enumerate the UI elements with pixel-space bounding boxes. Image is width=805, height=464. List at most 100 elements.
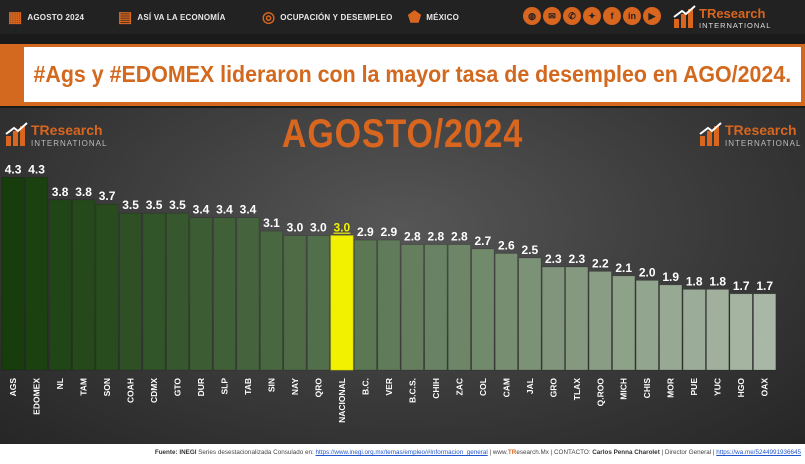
category-label: CDMX xyxy=(149,378,159,403)
footer-credits: Fuente: INEGI Series desestacionalizada … xyxy=(155,449,801,456)
bar-dur xyxy=(189,217,213,371)
bar-oax xyxy=(753,293,777,371)
logo-bar xyxy=(6,136,11,146)
calendar-icon: ▦ xyxy=(8,9,23,26)
facebook-icon[interactable]: f xyxy=(603,7,621,25)
category-label: SLP xyxy=(220,378,230,395)
logo-bar xyxy=(20,126,25,146)
bar-b-c xyxy=(353,239,377,371)
document-icon: ▤ xyxy=(118,9,133,26)
nav-item-agosto-2024[interactable]: ▦ AGOSTO 2024 xyxy=(8,0,84,34)
nav-item-ocupacion[interactable]: ◎ OCUPACIÓN Y DESEMPLEO xyxy=(262,0,393,34)
value-label: 3.4 xyxy=(216,203,233,217)
bar-chis xyxy=(635,280,659,371)
logo-name: TResearch xyxy=(31,122,103,138)
category-label: HGO xyxy=(736,378,746,398)
bar-cam xyxy=(494,253,518,371)
category-label: COAH xyxy=(126,378,136,403)
logo-bar xyxy=(674,19,679,28)
value-label: 3.5 xyxy=(146,198,163,212)
value-label: 3.0 xyxy=(334,221,351,235)
linkedin-icon[interactable]: in xyxy=(623,7,641,25)
category-label: MOR xyxy=(666,378,676,398)
value-label: 3.0 xyxy=(287,221,304,235)
mail-icon[interactable]: ✉ xyxy=(543,7,561,25)
chat-icon[interactable]: ✆ xyxy=(563,7,581,25)
bar-b-c-s xyxy=(400,244,424,371)
tresearch-logo-right: TResearch INTERNATIONAL xyxy=(699,122,801,148)
logo-name: TResearch xyxy=(725,122,797,138)
category-label: QRO xyxy=(313,378,323,398)
value-label: 2.8 xyxy=(428,230,445,244)
value-label: 2.2 xyxy=(592,256,609,270)
globe-icon[interactable]: ◍ xyxy=(523,7,541,25)
tresearch-logo-top[interactable]: TResearch INTERNATIONAL xyxy=(672,3,802,31)
footer-contact-link[interactable]: https://wa.me/5244991936645 xyxy=(716,449,801,456)
logo-bar xyxy=(681,14,686,28)
value-label: 3.8 xyxy=(52,185,69,199)
logo-name: TResearch xyxy=(699,6,766,21)
category-label: YUC xyxy=(713,378,723,396)
value-label: 1.7 xyxy=(733,279,750,293)
top-nav-bar: ▦ AGOSTO 2024 ▤ ASÍ VA LA ECONOMÍA ◎ OCU… xyxy=(0,0,805,34)
nav-label: OCUPACIÓN Y DESEMPLEO xyxy=(280,12,393,22)
bar-chih xyxy=(424,244,448,371)
bar-nacional xyxy=(330,235,354,371)
footer-source-text: Series desestacionalizada Consulado en: xyxy=(196,449,316,456)
headline-box: #Ags y #EDOMEX lideraron con la mayor ta… xyxy=(24,47,801,102)
logo-arrow xyxy=(699,122,722,135)
bar-tlax xyxy=(565,266,589,371)
value-label: 2.3 xyxy=(545,252,562,266)
value-label: 2.3 xyxy=(568,252,585,266)
bar-coah xyxy=(119,212,143,371)
value-label: 2.0 xyxy=(639,265,656,279)
value-label: 1.9 xyxy=(662,270,679,284)
value-label: 2.9 xyxy=(381,225,398,239)
bar-nl xyxy=(48,199,72,371)
bar-hgo xyxy=(729,293,753,371)
logo-bar xyxy=(707,131,712,146)
category-label: OAX xyxy=(760,378,770,397)
footer-source-link[interactable]: https://www.inegi.org.mx/temas/empleo/#I… xyxy=(315,449,488,456)
value-label: 2.7 xyxy=(474,234,491,248)
value-label: 4.3 xyxy=(5,162,22,176)
value-label: 3.1 xyxy=(263,216,280,230)
value-label: 2.8 xyxy=(451,230,468,244)
value-label: 2.5 xyxy=(521,243,538,257)
logo-sub: INTERNATIONAL xyxy=(699,21,771,30)
tresearch-logo-left: TResearch INTERNATIONAL xyxy=(5,122,107,148)
social-links: ◍ ✉ ✆ ✦ f in ▶ xyxy=(523,7,661,25)
twitter-icon[interactable]: ✦ xyxy=(583,7,601,25)
logo-arrow xyxy=(673,5,696,18)
logo-sub: INTERNATIONAL xyxy=(31,139,107,148)
bar-sin xyxy=(259,230,283,371)
logo-bar xyxy=(13,131,18,146)
bar-tab xyxy=(236,217,260,371)
logo-arrow xyxy=(5,122,28,135)
bar-zac xyxy=(447,244,471,371)
bar-gro xyxy=(541,266,565,371)
footer-contact-name: Carlos Penna Charolet xyxy=(592,449,660,456)
footer-site-brand[interactable]: TR xyxy=(507,449,517,456)
bar-q-roo xyxy=(588,271,612,371)
bar-mor xyxy=(659,284,683,371)
mexico-map-icon: ⬟ xyxy=(408,9,422,26)
value-label: 1.8 xyxy=(686,274,703,288)
bar-jal xyxy=(518,257,542,371)
logo-sub: INTERNATIONAL xyxy=(725,139,801,148)
logo-bar xyxy=(700,136,705,146)
value-label: 2.6 xyxy=(498,239,515,253)
category-label: TAM xyxy=(79,378,89,396)
value-label: 1.8 xyxy=(709,274,726,288)
value-label: 3.8 xyxy=(75,185,92,199)
logo-bar xyxy=(688,9,693,28)
youtube-icon[interactable]: ▶ xyxy=(643,7,661,25)
nav-item-economia[interactable]: ▤ ASÍ VA LA ECONOMÍA xyxy=(118,0,226,34)
nav-item-mexico[interactable]: ⬟ MÉXICO xyxy=(408,0,459,34)
bar-ags xyxy=(1,177,25,371)
category-label: TAB xyxy=(243,378,253,395)
bar-qro xyxy=(306,235,330,371)
footer: Fuente: INEGI Series desestacionalizada … xyxy=(0,444,805,464)
